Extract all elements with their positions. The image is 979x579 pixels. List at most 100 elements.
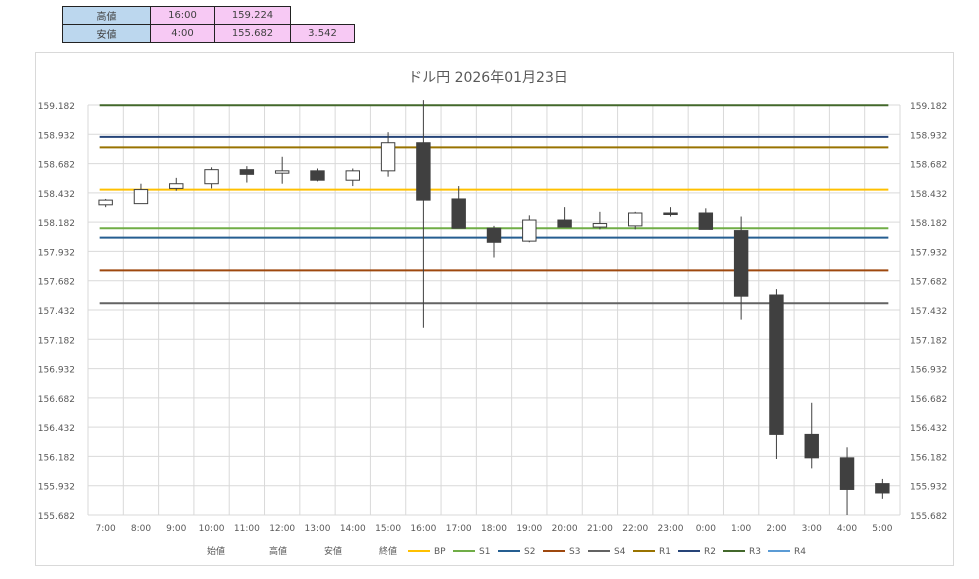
y-tick-label-right: 157.682 — [910, 278, 947, 288]
high-low-summary-table: 高値 16:00 159.224 安値 4:00 155.682 3.542 — [62, 6, 355, 43]
y-tick-label-right: 157.432 — [910, 307, 947, 317]
candle-body — [804, 433, 819, 459]
legend-label-s4: S4 — [614, 547, 626, 557]
x-tick-label: 9:00 — [166, 524, 186, 534]
x-tick-label: 3:00 — [802, 524, 822, 534]
y-tick-label-right: 155.932 — [910, 483, 947, 493]
y-tick-label-right: 159.182 — [910, 102, 947, 112]
summary-range: 3.542 — [290, 24, 355, 43]
y-tick-label-left: 156.932 — [38, 366, 75, 376]
y-tick-label-left: 156.682 — [38, 395, 75, 405]
summary-row-low: 安値 4:00 155.682 3.542 — [62, 24, 355, 43]
y-tick-label-left: 159.182 — [38, 102, 75, 112]
y-tick-label-right: 156.682 — [910, 395, 947, 405]
x-tick-label: 8:00 — [131, 524, 151, 534]
y-tick-label-left: 157.432 — [38, 307, 75, 317]
legend-label-s3: S3 — [569, 547, 580, 557]
x-tick-label: 23:00 — [658, 524, 684, 534]
x-tick-label: 10:00 — [199, 524, 225, 534]
candle-body — [204, 169, 219, 185]
x-tick-label: 13:00 — [305, 524, 331, 534]
y-tick-label-right: 158.682 — [910, 161, 947, 171]
y-tick-label-right: 156.182 — [910, 453, 947, 463]
x-tick-label: 1:00 — [731, 524, 751, 534]
candle-body — [133, 189, 149, 205]
y-tick-label-right: 157.182 — [910, 336, 947, 346]
x-tick-label: 17:00 — [446, 524, 472, 534]
candle-body — [274, 170, 290, 174]
candle-body — [769, 294, 784, 435]
y-tick-label-left: 157.182 — [38, 336, 75, 346]
y-tick-label-right: 158.932 — [910, 131, 947, 141]
x-tick-label: 4:00 — [837, 524, 857, 534]
summary-value: 155.682 — [214, 24, 291, 43]
legend-ohlc-label: 安値 — [324, 545, 342, 557]
y-tick-label-left: 158.932 — [38, 131, 75, 141]
candle-body — [698, 212, 714, 230]
legend-ohlc-label: 始値 — [207, 545, 225, 557]
y-tick-label-right: 158.432 — [910, 190, 947, 200]
legend-label-r2: R2 — [704, 547, 716, 557]
y-tick-label-right: 156.932 — [910, 366, 947, 376]
candle-body — [98, 199, 113, 206]
summary-time: 16:00 — [150, 6, 215, 25]
summary-label: 安値 — [62, 24, 151, 43]
legend-label-r4: R4 — [794, 547, 806, 557]
x-tick-label: 7:00 — [96, 524, 116, 534]
candle-body — [628, 212, 643, 227]
candle-body — [592, 223, 608, 228]
candle-body — [663, 212, 678, 216]
x-tick-label: 11:00 — [234, 524, 260, 534]
candle-body — [522, 219, 537, 242]
y-tick-label-right: 158.182 — [910, 219, 947, 229]
y-tick-label-left: 158.432 — [38, 190, 75, 200]
y-tick-label-left: 158.182 — [38, 219, 75, 229]
candle-body — [875, 483, 890, 494]
x-tick-label: 14:00 — [340, 524, 366, 534]
candle-body — [380, 142, 396, 172]
candle-body — [733, 230, 749, 297]
y-tick-label-left: 155.932 — [38, 483, 75, 493]
summary-label: 高値 — [62, 6, 151, 25]
x-tick-label: 2:00 — [766, 524, 786, 534]
legend-ohlc-label: 終値 — [379, 545, 397, 557]
legend-label-s2: S2 — [524, 547, 535, 557]
y-tick-label-left: 155.682 — [38, 512, 75, 522]
y-tick-label-left: 156.432 — [38, 424, 75, 434]
summary-time: 4:00 — [150, 24, 215, 43]
x-tick-label: 0:00 — [696, 524, 716, 534]
chart-area[interactable] — [35, 52, 954, 566]
legend-label-r1: R1 — [659, 547, 671, 557]
y-tick-label-left: 158.682 — [38, 161, 75, 171]
y-tick-label-right: 155.682 — [910, 512, 947, 522]
y-tick-label-left: 157.932 — [38, 248, 75, 258]
y-tick-label-right: 156.432 — [910, 424, 947, 434]
y-tick-label-left: 156.182 — [38, 453, 75, 463]
legend-label-bp: BP — [434, 547, 446, 557]
legend-ohlc-label: 高値 — [269, 545, 287, 557]
x-tick-label: 16:00 — [410, 524, 436, 534]
candle-body — [839, 457, 855, 490]
candle-body — [345, 170, 360, 181]
x-tick-label: 22:00 — [622, 524, 648, 534]
x-tick-label: 12:00 — [269, 524, 295, 534]
candle-body — [557, 219, 572, 228]
candle-body — [310, 170, 325, 181]
legend-label-s1: S1 — [479, 547, 490, 557]
x-tick-label: 20:00 — [552, 524, 578, 534]
x-tick-label: 5:00 — [872, 524, 892, 534]
candle-body — [169, 183, 184, 189]
candle-body — [416, 142, 431, 201]
y-tick-label-right: 157.932 — [910, 248, 947, 258]
x-tick-label: 21:00 — [587, 524, 613, 534]
candle-body — [486, 227, 502, 243]
legend-label-r3: R3 — [749, 547, 761, 557]
x-tick-label: 19:00 — [516, 524, 542, 534]
chart-title: ドル円 2026年01月23日 — [408, 70, 568, 86]
candle-body — [239, 169, 255, 175]
y-tick-label-left: 157.682 — [38, 278, 75, 288]
x-tick-label: 18:00 — [481, 524, 507, 534]
x-tick-label: 15:00 — [375, 524, 401, 534]
candle-body — [451, 198, 466, 229]
